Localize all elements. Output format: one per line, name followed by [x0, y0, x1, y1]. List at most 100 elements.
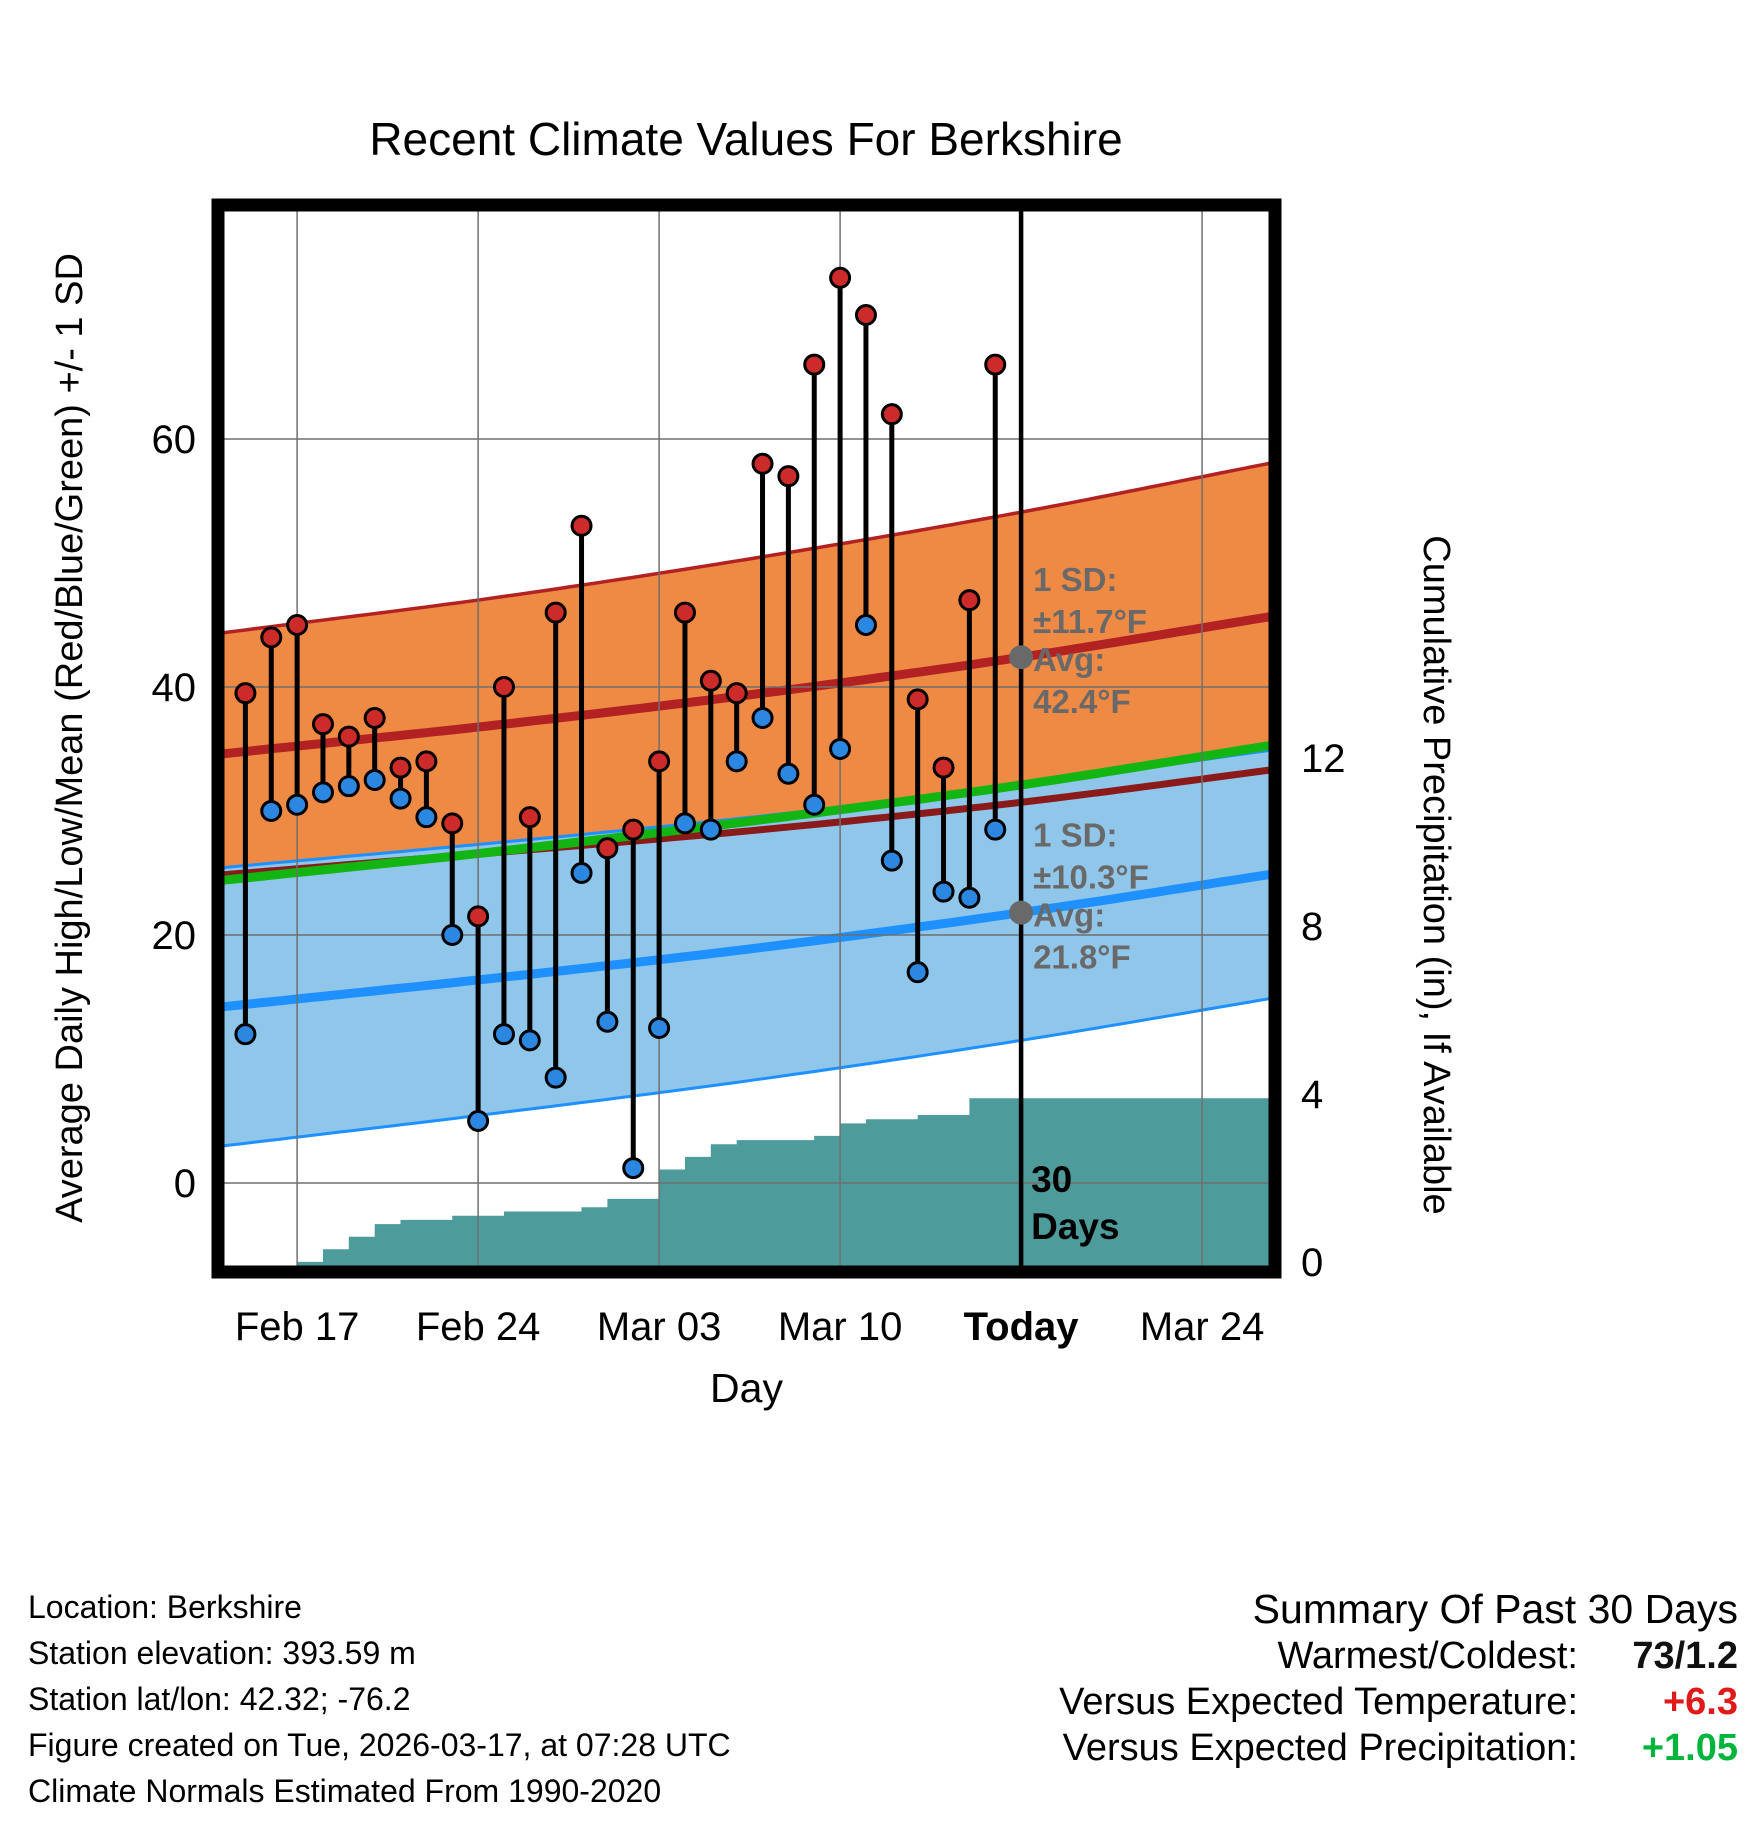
low-sd-annotation: 21.8°F	[1033, 939, 1131, 976]
daily-stems	[234, 266, 1007, 1180]
high-dot	[234, 682, 257, 705]
high-dot	[622, 818, 645, 841]
high-dot	[415, 750, 438, 773]
low-dot	[286, 793, 309, 816]
y-left-tick-label: 20	[152, 914, 197, 958]
y-right-axis-title: Cumulative Precipitation (in), If Availa…	[1415, 535, 1457, 1214]
high-dot	[441, 812, 464, 835]
x-tick-label: Mar 03	[597, 1305, 722, 1349]
high-dot	[311, 713, 334, 736]
low-dot	[777, 762, 800, 785]
low-dot	[906, 961, 929, 984]
precip-area	[297, 1098, 1275, 1272]
high-dot	[906, 688, 929, 711]
high-dot	[596, 837, 619, 860]
low-dot	[363, 768, 386, 791]
low-dot	[648, 1016, 671, 1039]
y-right-tick-label: 4	[1301, 1073, 1323, 1117]
y-left-tick-label: 60	[152, 418, 197, 462]
high-dot	[880, 403, 903, 426]
x-tick-label: Mar 10	[778, 1305, 903, 1349]
low-dot	[725, 750, 748, 773]
high-sd-annotation: Avg:	[1033, 641, 1105, 678]
low-dot	[518, 1029, 541, 1052]
low-sd-annotation: Avg:	[1033, 897, 1105, 934]
summary-label: Versus Expected Precipitation:	[1062, 1727, 1578, 1769]
summary-label: Warmest/Coldest:	[1277, 1635, 1578, 1677]
high-dot	[725, 682, 748, 705]
summary-value: +6.3	[1662, 1681, 1738, 1723]
summary-value: 73/1.2	[1632, 1635, 1738, 1677]
x-tick-label: Today	[964, 1305, 1080, 1349]
low-dot	[751, 706, 774, 729]
summary-row-vs-precipitation: Versus Expected Precipitation: +1.05	[958, 1725, 1738, 1771]
x-axis-title: Day	[710, 1365, 783, 1411]
x-tick-label: Mar 24	[1140, 1305, 1265, 1349]
y-right-tick-label: 12	[1301, 737, 1346, 781]
high-dot	[544, 601, 567, 624]
high-dot	[699, 669, 722, 692]
high-dot	[673, 601, 696, 624]
high-dot	[389, 756, 412, 779]
high-dot	[932, 756, 955, 779]
low-dot	[596, 1010, 619, 1033]
high-dot	[777, 465, 800, 488]
low-dot	[829, 737, 852, 760]
high-dot	[984, 353, 1007, 376]
low-avg-marker	[1009, 900, 1034, 925]
window-days-label: 30	[1031, 1159, 1072, 1200]
summary-title: Summary Of Past 30 Days	[1252, 1586, 1738, 1632]
high-dot	[467, 905, 490, 928]
high-sd-annotation: 1 SD:	[1033, 561, 1117, 598]
low-dot	[337, 775, 360, 798]
plot-frame	[211, 198, 1282, 1279]
high-dot	[492, 675, 515, 698]
low-dot	[260, 799, 283, 822]
summary-panel: Summary Of Past 30 Days Warmest/Coldest:…	[958, 1585, 1738, 1771]
high-sd-annotation: ±11.7°F	[1033, 603, 1147, 640]
low-dot	[389, 787, 412, 810]
low-dot	[984, 818, 1007, 841]
station-location: Location: Berkshire	[28, 1589, 302, 1625]
low-dot	[415, 806, 438, 829]
high-dot	[803, 353, 826, 376]
high-sd-annotation: 42.4°F	[1033, 683, 1131, 720]
high-avg-marker	[1009, 645, 1034, 670]
low-dot	[570, 861, 593, 884]
low-dot	[622, 1157, 645, 1180]
station-elevation: Station elevation: 393.59 m	[28, 1635, 416, 1671]
low-dot	[958, 886, 981, 909]
low-sd-annotation: ±10.3°F	[1033, 859, 1149, 896]
high-dot	[829, 266, 852, 289]
avg-low-line	[218, 869, 1274, 1012]
y-left-axis-title: Average Daily High/Low/Mean (Red/Blue/Gr…	[49, 253, 91, 1223]
summary-value: +1.05	[1641, 1727, 1738, 1769]
low-sd-annotation: 1 SD:	[1033, 817, 1117, 854]
y-right-tick-label: 8	[1301, 905, 1323, 949]
low-dot	[467, 1109, 490, 1132]
high-dot	[286, 613, 309, 636]
low-dot	[311, 781, 334, 804]
high-dot	[518, 806, 541, 829]
high-dot	[570, 514, 593, 537]
y-left-tick-label: 0	[174, 1162, 196, 1206]
x-tick-label: Feb 24	[416, 1305, 541, 1349]
high-band-top-edge	[218, 460, 1274, 636]
high-dot	[648, 750, 671, 773]
summary-label: Versus Expected Temperature:	[1059, 1681, 1578, 1723]
low-dot	[441, 923, 464, 946]
high-temp-band	[218, 462, 1273, 876]
climate-normals-note: Climate Normals Estimated From 1990-2020	[28, 1773, 662, 1809]
low-band-bottom-edge	[218, 996, 1274, 1149]
high-dot	[337, 725, 360, 748]
figure-created: Figure created on Tue, 2026-03-17, at 07…	[28, 1727, 731, 1763]
mean-climatology-line	[218, 740, 1274, 886]
low-dot	[854, 613, 877, 636]
high-dot	[363, 706, 386, 729]
y-left-tick-label: 40	[152, 666, 197, 710]
station-info: Location: Berkshire Station elevation: 3…	[28, 1584, 731, 1814]
window-days-label: Days	[1031, 1206, 1119, 1247]
